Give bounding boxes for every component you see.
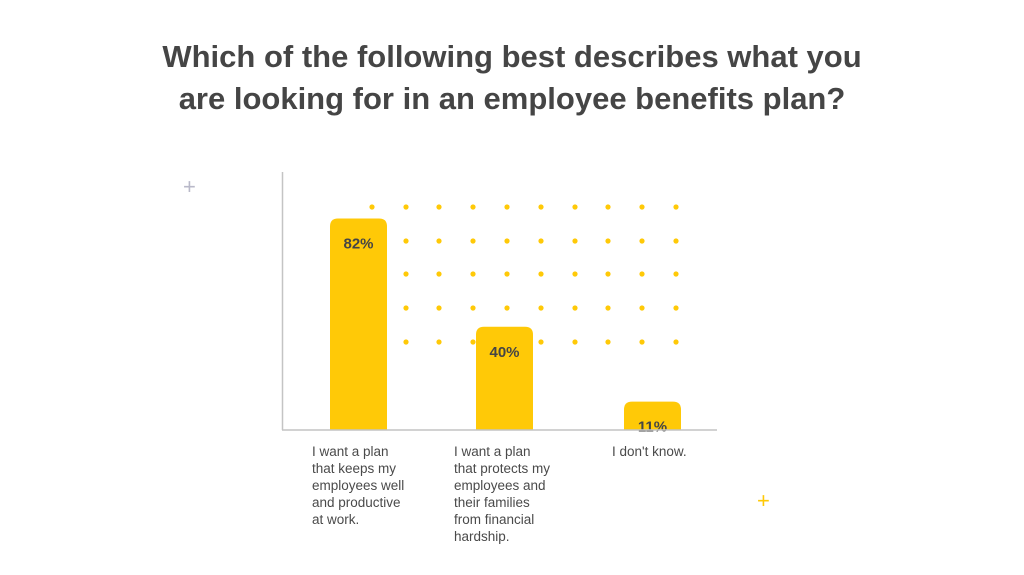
bar-2 xyxy=(476,326,533,430)
pattern-dot xyxy=(504,305,510,311)
pattern-dot xyxy=(605,238,611,244)
bar-3 xyxy=(624,401,681,430)
pattern-dot xyxy=(639,238,645,244)
pattern-dot xyxy=(403,271,409,277)
pattern-dot xyxy=(639,204,645,210)
data-label-1: 82% xyxy=(343,235,373,252)
page-title: Which of the following best describes wh… xyxy=(0,36,1024,120)
pattern-dot xyxy=(538,204,544,210)
pattern-dot xyxy=(436,305,442,311)
pattern-dot xyxy=(605,305,611,311)
pattern-dot xyxy=(436,238,442,244)
plus-icon: + xyxy=(183,174,196,199)
title-line-1: Which of the following best describes wh… xyxy=(162,39,862,74)
pattern-dot xyxy=(673,339,679,345)
pattern-dot xyxy=(572,305,578,311)
pattern-dot xyxy=(436,271,442,277)
pattern-dot xyxy=(403,204,409,210)
pattern-dot xyxy=(572,271,578,277)
category-label-2: I want a plan that protects my employees… xyxy=(454,444,551,544)
pattern-dot xyxy=(639,271,645,277)
pattern-dot xyxy=(572,339,578,345)
plus-icon: + xyxy=(757,488,770,513)
pattern-dot xyxy=(436,204,442,210)
pattern-dot xyxy=(403,339,409,345)
pattern-dot xyxy=(605,339,611,345)
pattern-dot xyxy=(673,271,679,277)
category-label-3: I don't know. xyxy=(612,444,687,459)
category-label-1: I want a plan that keeps my employees we… xyxy=(312,444,405,527)
pattern-dot xyxy=(538,339,544,345)
pattern-dot xyxy=(639,305,645,311)
data-label-2: 40% xyxy=(489,344,519,361)
pattern-dot xyxy=(572,238,578,244)
pattern-dot xyxy=(605,204,611,210)
pattern-dot xyxy=(538,305,544,311)
pattern-dot xyxy=(470,204,476,210)
pattern-dot xyxy=(504,238,510,244)
dot-pattern xyxy=(369,204,679,345)
title-line-2: are looking for in an employee benefits … xyxy=(178,81,846,116)
pattern-dot xyxy=(538,271,544,277)
pattern-dot xyxy=(673,305,679,311)
pattern-dot xyxy=(369,204,375,210)
pattern-dot xyxy=(470,238,476,244)
pattern-dot xyxy=(470,271,476,277)
pattern-dot xyxy=(436,339,442,345)
pattern-dot xyxy=(403,238,409,244)
pattern-dot xyxy=(538,238,544,244)
bars: 82% 40% 11% xyxy=(330,218,681,436)
pattern-dot xyxy=(470,339,476,345)
pattern-dot xyxy=(572,204,578,210)
bar-1 xyxy=(330,218,387,430)
pattern-dot xyxy=(605,271,611,277)
pattern-dot xyxy=(639,339,645,345)
pattern-dot xyxy=(403,305,409,311)
pattern-dot xyxy=(673,204,679,210)
pattern-dot xyxy=(470,305,476,311)
pattern-dot xyxy=(673,238,679,244)
pattern-dot xyxy=(504,271,510,277)
pattern-dot xyxy=(504,204,510,210)
data-label-3: 11% xyxy=(638,419,667,436)
